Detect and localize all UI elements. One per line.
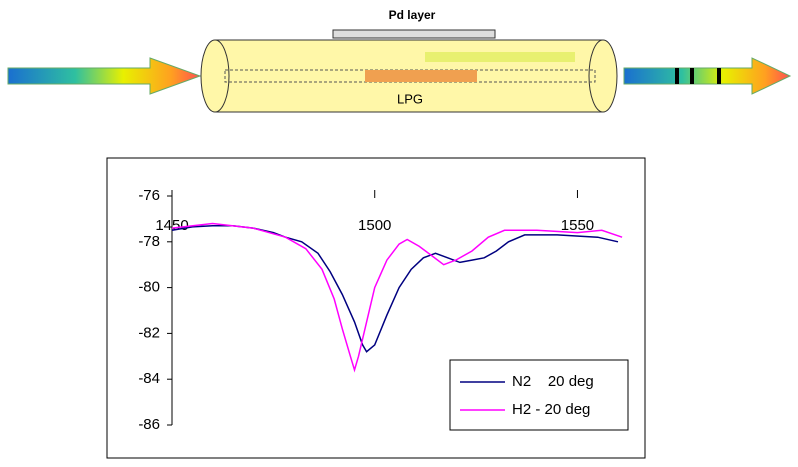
input-arrow bbox=[7, 57, 202, 95]
y-tick-label: -76 bbox=[138, 187, 160, 204]
x-tick-label: 1450 bbox=[155, 217, 188, 234]
y-tick-label: -78 bbox=[138, 233, 160, 250]
fiber-end bbox=[200, 39, 230, 113]
legend-label: H2 - 20 deg bbox=[512, 401, 590, 418]
fiber-diagram: Pd layer LPG bbox=[7, 8, 792, 113]
y-tick-label: -86 bbox=[138, 416, 160, 433]
y-tick-label: -82 bbox=[138, 324, 160, 341]
grating bbox=[365, 70, 477, 82]
cladding-mode bbox=[425, 52, 575, 62]
legend-label: N2 20 deg bbox=[512, 373, 594, 390]
series-line bbox=[171, 222, 623, 373]
x-tick-label: 1550 bbox=[561, 217, 594, 234]
y-tick-label: -80 bbox=[138, 279, 160, 296]
output-arrow bbox=[623, 57, 792, 95]
dip bbox=[690, 68, 694, 84]
fiber-end bbox=[588, 39, 618, 113]
series-line bbox=[171, 225, 619, 353]
legend bbox=[449, 359, 629, 431]
dip bbox=[717, 68, 721, 84]
dip bbox=[675, 68, 679, 84]
x-tick-label: 1500 bbox=[358, 217, 391, 234]
pd-layer bbox=[332, 29, 496, 39]
y-tick-label: -84 bbox=[138, 370, 160, 387]
layer-label: Pd layer bbox=[389, 8, 436, 22]
grating-label: LPG bbox=[397, 91, 423, 106]
